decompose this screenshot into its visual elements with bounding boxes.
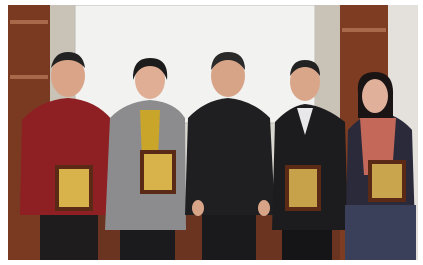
trousers [40,215,98,262]
trousers [282,225,332,262]
photo [0,0,423,265]
hand [192,200,204,216]
hand [258,200,270,216]
panel-trim [10,75,48,79]
plaque-face [59,169,89,207]
panel-trim [342,28,386,32]
plaque-face [144,154,172,190]
plaque-face [372,164,402,198]
trousers [120,225,175,262]
plaque-face [289,169,317,207]
jacket [185,98,275,215]
projector-screen [75,5,315,123]
skirt [345,205,416,262]
panel-trim [10,20,48,24]
trousers [202,210,256,262]
face [362,79,388,113]
